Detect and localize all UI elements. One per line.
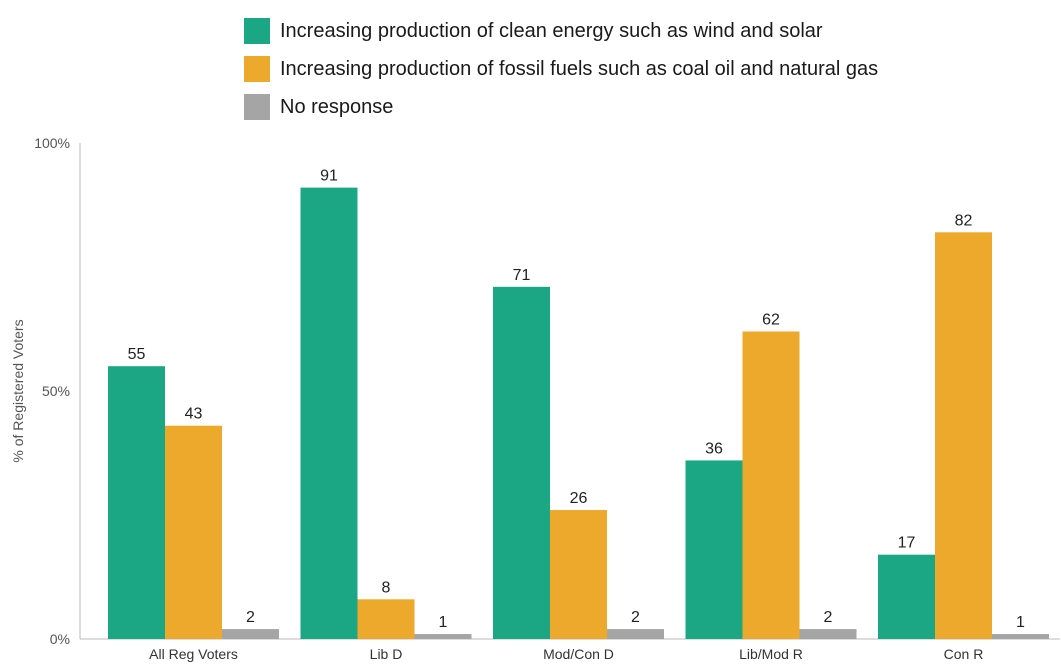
legend-swatch-fossil-fuels xyxy=(244,56,270,82)
data-label-all-reg-voters-series-2: 2 xyxy=(246,609,255,626)
y-tick-label-0: 0% xyxy=(50,631,70,647)
bar-mod-con-d-series-0 xyxy=(493,286,550,639)
y-axis-title: % of Registered Voters xyxy=(10,319,26,462)
x-tick-label-lib-d: Lib D xyxy=(370,646,403,662)
x-tick-label-mod-con-d: Mod/Con D xyxy=(543,646,614,662)
x-tick-label-lib-mod-r: Lib/Mod R xyxy=(739,646,803,662)
legend-item-clean-energy: Increasing production of clean energy su… xyxy=(244,12,878,50)
bar-lib-d-series-1 xyxy=(357,599,415,639)
bar-con-r-series-0 xyxy=(878,554,935,639)
legend-label-clean-energy: Increasing production of clean energy su… xyxy=(280,19,823,42)
y-tick-label-50: 50% xyxy=(42,383,70,399)
bar-lib-d-series-2 xyxy=(414,634,472,639)
data-label-lib-mod-r-series-1: 62 xyxy=(762,311,780,328)
bar-all-reg-voters-series-1 xyxy=(165,425,222,639)
x-tick-label-con-r: Con R xyxy=(944,646,984,662)
data-label-mod-con-d-series-1: 26 xyxy=(570,490,588,507)
legend-label-no-response: No response xyxy=(280,95,394,118)
data-label-lib-d-series-0: 91 xyxy=(320,168,338,185)
bar-con-r-series-1 xyxy=(935,232,992,639)
bar-all-reg-voters-series-0 xyxy=(108,366,165,639)
x-tick-label-all-reg-voters: All Reg Voters xyxy=(149,646,238,662)
legend-label-fossil-fuels: Increasing production of fossil fuels su… xyxy=(280,57,879,80)
bar-lib-mod-r-series-0 xyxy=(685,460,743,639)
bar-mod-con-d-series-1 xyxy=(550,510,607,639)
bar-all-reg-voters-series-2 xyxy=(222,629,279,639)
chart-legend: Increasing production of clean energy su… xyxy=(244,12,878,126)
data-label-all-reg-voters-series-0: 55 xyxy=(128,346,146,363)
bar-lib-mod-r-series-1 xyxy=(742,331,800,639)
legend-item-fossil-fuels: Increasing production of fossil fuels su… xyxy=(244,50,878,88)
bar-lib-d-series-0 xyxy=(300,187,358,639)
data-label-mod-con-d-series-0: 71 xyxy=(513,267,531,284)
data-label-con-r-series-2: 1 xyxy=(1016,614,1025,631)
y-tick-label-100: 100% xyxy=(34,135,70,151)
data-label-con-r-series-1: 82 xyxy=(955,212,973,229)
legend-swatch-clean-energy xyxy=(244,18,270,44)
data-label-lib-mod-r-series-2: 2 xyxy=(824,609,833,626)
data-label-lib-d-series-2: 1 xyxy=(439,614,448,631)
bar-lib-mod-r-series-2 xyxy=(799,629,857,639)
data-label-all-reg-voters-series-1: 43 xyxy=(185,406,203,423)
data-label-con-r-series-0: 17 xyxy=(898,535,916,552)
data-label-mod-con-d-series-2: 2 xyxy=(631,609,640,626)
bar-mod-con-d-series-2 xyxy=(607,629,664,639)
legend-swatch-no-response xyxy=(244,94,270,120)
legend-item-no-response: No response xyxy=(244,88,878,126)
bar-con-r-series-2 xyxy=(992,634,1049,639)
data-label-lib-mod-r-series-0: 36 xyxy=(705,440,723,457)
data-label-lib-d-series-1: 8 xyxy=(382,579,391,596)
